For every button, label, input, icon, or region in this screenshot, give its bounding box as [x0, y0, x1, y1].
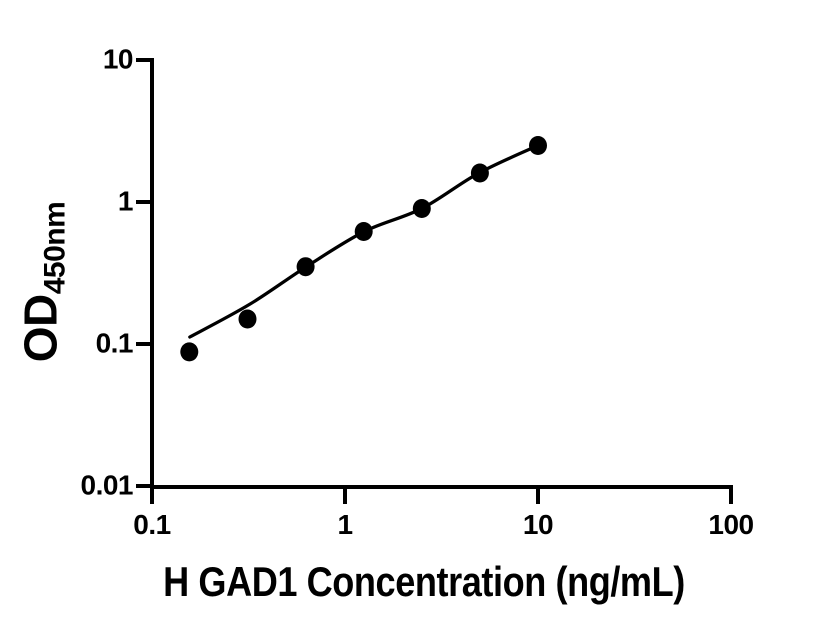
x-axis-title: H GAD1 Concentration (ng/mL): [163, 558, 685, 605]
data-point-10: [529, 136, 547, 155]
data-point-2.5: [412, 199, 431, 218]
y-tick-label-0.1: 0.1: [95, 327, 134, 359]
x-tick-label-1: 1: [337, 509, 353, 540]
y-tick-label-1: 1: [117, 185, 134, 217]
y-tick-label-0.01: 0.01: [80, 469, 134, 501]
data-point-0.3125: [238, 309, 257, 329]
x-tick-label-0.1: 0.1: [133, 509, 171, 540]
data-point-0.156: [180, 342, 199, 362]
data-point-5: [470, 163, 489, 183]
x-tick-label-10: 10: [522, 509, 554, 540]
y-axis-label: OD450nm: [14, 202, 73, 363]
y-axis-label-main: OD: [14, 294, 67, 363]
x-tick-label-100: 100: [708, 509, 754, 540]
y-tick-label-10: 10: [102, 43, 134, 75]
data-point-0.625: [296, 257, 315, 277]
y-axis-label-subscript: 450nm: [38, 201, 72, 295]
data-point-1.25: [354, 222, 373, 241]
